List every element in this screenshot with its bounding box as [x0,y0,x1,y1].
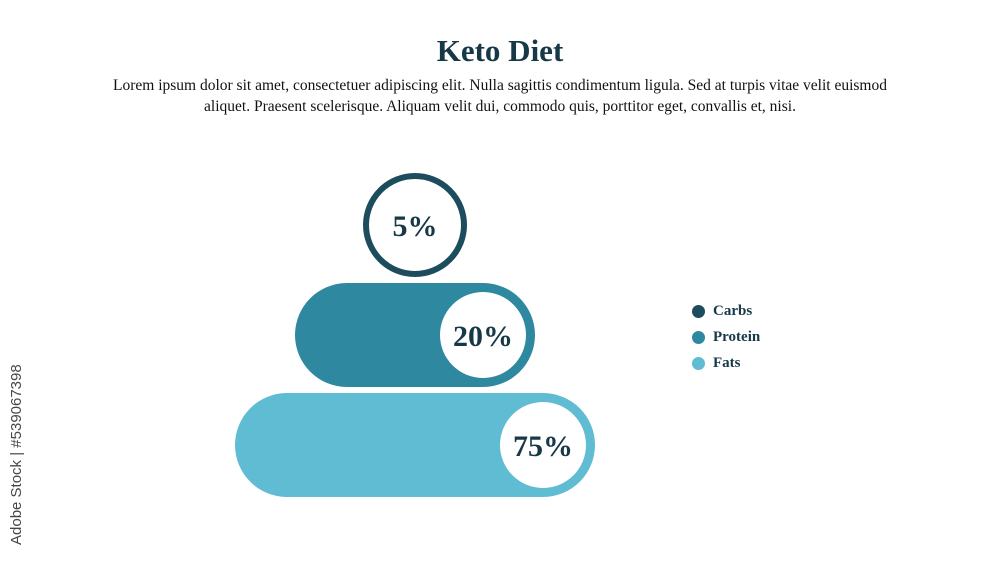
legend-label-fats: Fats [713,354,741,371]
value-badge-fats [500,402,586,488]
chart-legend: Carbs Protein Fats [692,298,760,376]
value-badge-protein [440,292,526,378]
value-label-fats: 75% [513,430,573,463]
legend-item-carbs: Carbs [692,298,760,324]
legend-item-fats: Fats [692,350,760,376]
value-label-carbs: 5% [393,210,438,243]
legend-swatch-carbs [692,304,705,318]
legend-item-protein: Protein [692,324,760,350]
bar-fats [235,393,595,497]
page-title: Keto Diet [436,33,564,68]
legend-swatch-fats [692,356,705,370]
legend-label-carbs: Carbs [713,302,753,319]
value-label-protein: 20% [453,320,513,353]
page-subtitle: Lorem ipsum dolor sit amet, consectetuer… [113,77,887,115]
stock-watermark: Adobe Stock | #539067398 [8,364,25,545]
legend-label-protein: Protein [713,328,761,345]
bar-carbs [363,173,467,277]
legend-swatch-protein [692,330,705,344]
